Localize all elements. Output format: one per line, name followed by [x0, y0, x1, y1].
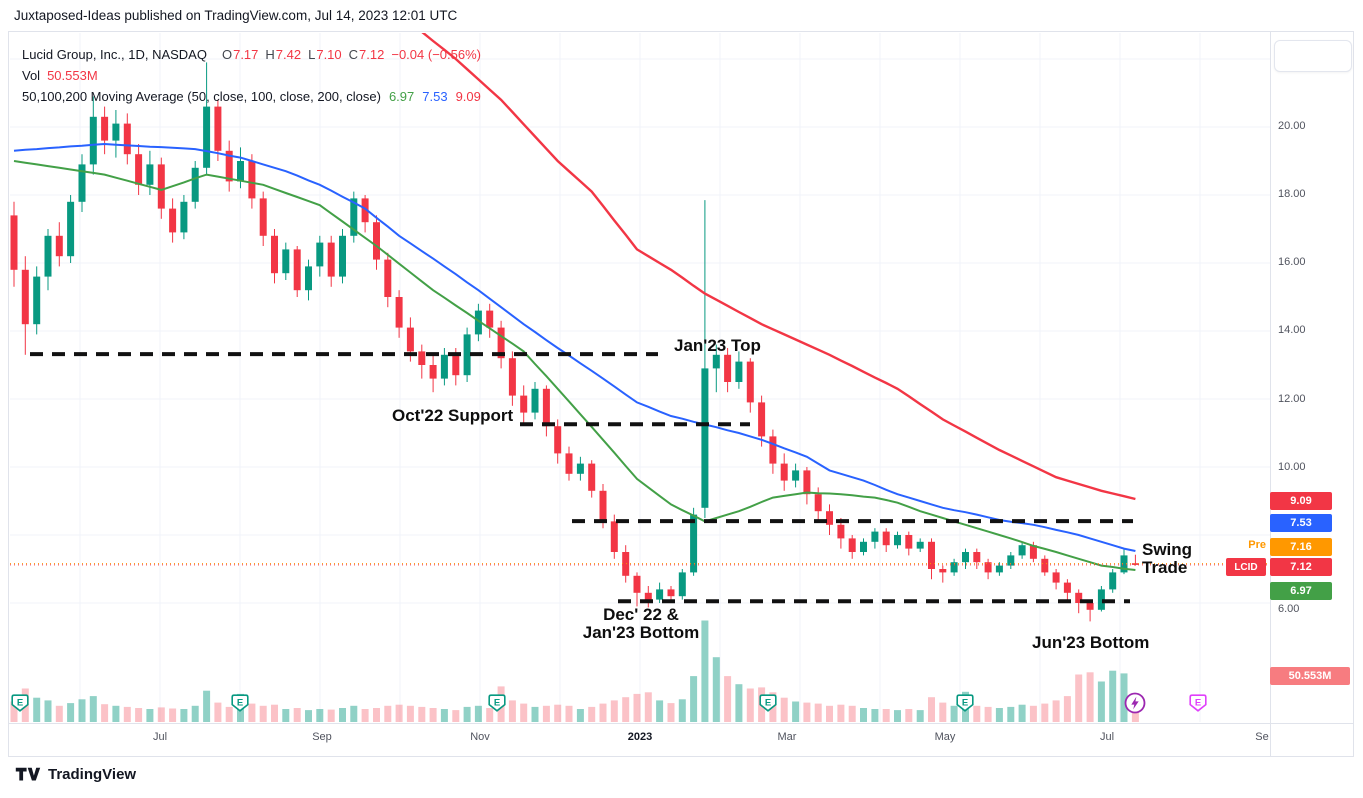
ma100-line[interactable]: [13, 142, 1136, 552]
volume-value: 50.553M: [47, 68, 98, 83]
toolbar-blank-panel[interactable]: [1274, 40, 1352, 72]
candlestick-series: [10, 62, 1139, 622]
grid-lines: [10, 33, 1270, 722]
annotation-4[interactable]: Jun'23 Bottom: [1032, 633, 1150, 652]
ohlc-low-label: L: [308, 47, 316, 62]
ma200-price-label: 9.09: [1270, 492, 1332, 510]
ohlc-close-label: C: [348, 47, 359, 62]
premarket-price-label: 7.16: [1270, 538, 1332, 556]
ma200-line[interactable]: [14, 0, 1136, 501]
svg-text:E: E: [17, 698, 23, 709]
legend-symbol-row[interactable]: Lucid Group, Inc., 1D, NASDAQ O 7.17 H 7…: [22, 44, 481, 65]
svg-text:E: E: [962, 698, 968, 709]
future-earnings-marker[interactable]: E: [1189, 694, 1207, 712]
ohlc-change-value: −0.04 (−0.56%): [391, 47, 481, 62]
earnings-marker[interactable]: E: [11, 694, 29, 712]
svg-text:E: E: [765, 698, 771, 709]
volume-label: Vol: [22, 68, 41, 83]
legend-volume-row[interactable]: Vol 50.553M: [22, 65, 481, 86]
price-axis-separator: [1270, 32, 1271, 756]
footer-branding[interactable]: TradingView: [14, 765, 136, 783]
ma50-value: 6.97: [388, 89, 415, 104]
symbol-title[interactable]: Lucid Group, Inc., 1D, NASDAQ: [22, 47, 207, 62]
earnings-marker[interactable]: E: [759, 694, 777, 712]
annotation-1[interactable]: Oct'22 Support: [392, 406, 514, 425]
ma-indicator-label: 50,100,200 Moving Average (50, close, 10…: [22, 89, 381, 104]
footer-brand-text: TradingView: [48, 765, 137, 783]
svg-text:E: E: [1195, 698, 1201, 709]
svg-text:E: E: [494, 698, 500, 709]
ohlc-close-value: 7.12: [359, 47, 385, 62]
chart-frame: [8, 31, 1354, 757]
time-axis-separator: [8, 723, 1354, 724]
ohlc-open-label: O: [221, 47, 233, 62]
ma100-price-label: 7.53: [1270, 514, 1332, 532]
last-price-label: 7.12: [1270, 558, 1332, 576]
volume-price-label: 50.553M: [1270, 667, 1350, 685]
ohlc-high-value: 7.42: [275, 47, 302, 62]
annotation-3[interactable]: Dec' 22 & Jan'23 Bottom: [582, 605, 700, 642]
ma100-value: 7.53: [422, 89, 448, 104]
tradingview-logo-icon: [15, 767, 41, 781]
ohlc-low-value: 7.10: [316, 47, 342, 62]
publish-header: Juxtaposed-Ideas published on TradingVie…: [14, 8, 458, 23]
earnings-marker[interactable]: E: [231, 694, 249, 712]
lightning-icon: [1131, 696, 1139, 710]
annotation-0[interactable]: Jan'23 Top: [674, 336, 761, 355]
ohlc-open-value: 7.17: [233, 47, 259, 62]
ohlc-high-label: H: [265, 47, 275, 62]
annotation-2[interactable]: Swing Trade: [1142, 540, 1193, 577]
idea-publish-marker[interactable]: [1124, 692, 1146, 714]
legend-ma-row[interactable]: 50,100,200 Moving Average (50, close, 10…: [22, 86, 481, 107]
ma200-value: 9.09: [455, 89, 481, 104]
earnings-marker[interactable]: E: [488, 694, 506, 712]
chart-legend: Lucid Group, Inc., 1D, NASDAQ O 7.17 H 7…: [22, 44, 481, 107]
svg-text:E: E: [237, 698, 243, 709]
ma50-price-label: 6.97: [1270, 582, 1332, 600]
earnings-marker[interactable]: E: [956, 694, 974, 712]
